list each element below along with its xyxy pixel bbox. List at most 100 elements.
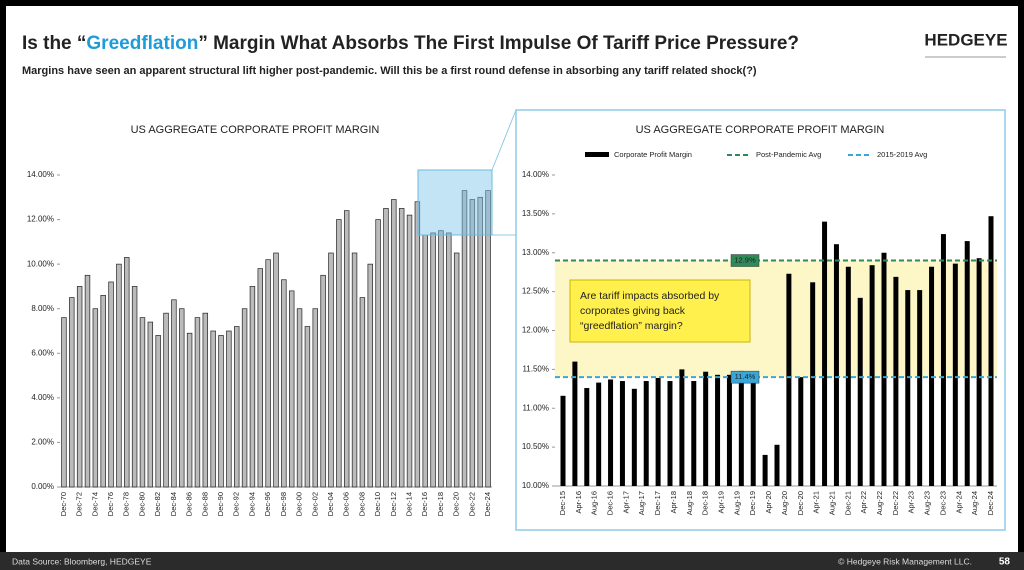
bar [608,379,614,486]
bar [453,252,460,488]
bar [84,274,91,488]
bar [343,210,350,488]
bar [430,232,436,488]
x-tick-label: Apr-18 [669,491,678,514]
annotation-text: Are tariff impacts absorbed by [580,290,720,302]
x-tick-label: Apr-22 [859,491,868,514]
bar [210,330,216,488]
subtitle: Margins have seen an apparent structural… [22,65,757,77]
legend-label: Post-Pandemic Avg [756,150,821,159]
bar [485,190,491,488]
bar [92,308,99,488]
x-tick-label: Aug-18 [685,491,694,515]
title: Is the “Greedflation” Margin What Absorb… [22,33,799,54]
x-tick-label: Dec-23 [938,491,947,515]
x-tick-label: Apr-21 [812,491,821,514]
bar [643,381,649,486]
bar [108,281,114,488]
connector [491,109,517,171]
bar [179,308,185,488]
x-tick-label: Dec-22 [467,492,476,516]
x-tick-label: Aug-20 [780,491,789,515]
x-tick-label: Dec-14 [405,492,414,516]
bar [320,274,326,488]
bar [312,308,318,488]
bar [952,263,958,486]
legend-swatch [585,152,609,157]
bar [359,297,366,488]
bar [917,290,923,486]
x-tick-label: Aug-24 [970,491,979,515]
x-tick-label: Dec-90 [216,492,225,516]
bar [194,317,201,488]
x-tick-label: Dec-20 [796,491,805,515]
x-tick-label: Dec-16 [606,491,615,515]
bar [833,244,839,486]
bar [584,388,590,486]
x-tick-label: Dec-78 [122,492,131,516]
x-tick-label: Dec-80 [137,492,146,516]
legend-label: 2015-2019 Avg [877,150,927,159]
bar [61,317,67,488]
bar [964,241,970,486]
x-tick-label: Dec-72 [75,492,84,516]
x-tick-label: Aug-16 [590,491,599,515]
bar [893,276,899,486]
bar [572,361,578,486]
page-number: 58 [999,557,1011,568]
bar [265,259,271,488]
x-tick-label: Dec-82 [153,492,162,516]
copyright: © Hedgeye Risk Management LLC. [838,556,972,566]
x-tick-label: Dec-10 [373,492,382,516]
x-tick-label: Dec-00 [295,492,304,516]
bar [422,234,428,488]
bar [940,234,946,486]
x-tick-label: Dec-22 [891,491,900,515]
bar [619,381,625,486]
x-tick-label: Dec-84 [169,492,178,516]
y-tick-label: 10.00% [27,259,54,268]
bar [391,199,397,488]
bar [171,299,177,488]
bar [715,374,721,486]
y-tick-label: 13.50% [522,209,549,218]
bar [304,326,311,488]
value-label: 12.9% [734,256,756,265]
x-tick-label: Aug-21 [827,491,836,515]
bar [202,312,209,488]
bar [655,377,661,486]
bar [810,282,816,486]
annotation-box [569,279,751,343]
y-tick-label: 12.00% [522,326,549,335]
x-tick-label: Dec-86 [185,492,194,516]
x-tick-label: Apr-23 [907,491,916,514]
x-tick-label: Aug-22 [875,491,884,515]
y-tick-label: 2.00% [31,438,54,447]
bar [69,297,75,488]
x-tick-label: Apr-17 [621,491,630,514]
bar [147,321,154,488]
bar [100,294,106,488]
bar [281,279,287,488]
y-tick-label: 6.00% [31,348,54,357]
x-tick-label: Dec-18 [701,491,710,515]
y-tick-label: 10.00% [522,481,549,490]
bar [631,388,637,486]
x-tick-label: Dec-94 [247,492,256,516]
x-tick-label: Dec-96 [263,492,272,516]
y-tick-label: 8.00% [31,304,54,313]
x-tick-label: Apr-20 [764,491,773,514]
y-tick-label: 13.00% [522,248,549,257]
bar [798,377,804,486]
x-tick-label: Dec-24 [483,492,492,516]
bar [218,335,224,488]
bar [273,252,279,488]
bar [336,219,342,488]
y-tick-label: 4.00% [31,393,54,402]
bar [822,221,828,486]
y-tick-label: 12.50% [522,287,549,296]
bar [406,214,413,488]
bar [367,263,373,488]
value-label-box [730,254,760,267]
